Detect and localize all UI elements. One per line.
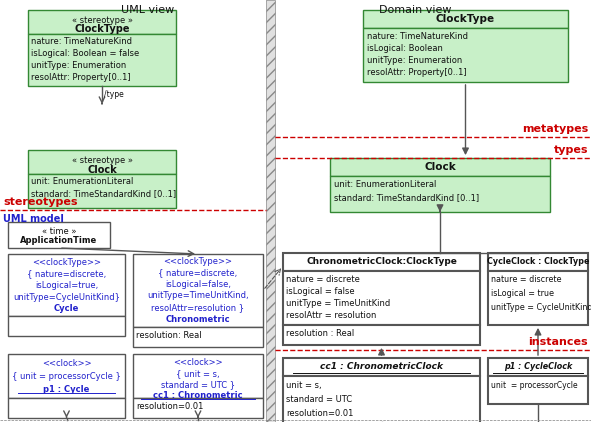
Text: resolution=0.01: resolution=0.01 (136, 402, 203, 411)
Bar (28, 10, 176, 34)
Bar (363, 28, 568, 82)
Bar (133, 327, 263, 347)
Text: standard: TimeStandardKind [0..1]: standard: TimeStandardKind [0..1] (334, 193, 479, 202)
Text: unit = s,: unit = s, (286, 381, 322, 390)
Text: ChronometricClock:ClockType: ChronometricClock:ClockType (306, 257, 457, 266)
Text: CycleClock : ClockType: CycleClock : ClockType (487, 257, 589, 266)
Text: unit: EnumerationLiteral: unit: EnumerationLiteral (334, 180, 436, 189)
Text: « stereotype »: « stereotype » (72, 156, 132, 165)
Bar (283, 271, 480, 325)
Text: isLogical=true,: isLogical=true, (35, 281, 98, 290)
Text: isLogical = true: isLogical = true (491, 289, 554, 298)
Bar (133, 398, 263, 418)
Text: standard = UTC }: standard = UTC } (161, 380, 235, 389)
Text: isLogical=false,: isLogical=false, (165, 280, 231, 289)
Bar (28, 150, 176, 174)
Text: isLogical = false: isLogical = false (286, 287, 355, 296)
Bar (283, 358, 480, 376)
Text: unitType=TimeUnitKind,: unitType=TimeUnitKind, (147, 292, 249, 300)
Text: unitType = TimeUnitKind: unitType = TimeUnitKind (286, 299, 390, 308)
Text: unitType: Enumeration: unitType: Enumeration (367, 56, 462, 65)
Bar (8, 354, 125, 398)
Bar (488, 358, 588, 376)
Text: p1 : CycleClock: p1 : CycleClock (504, 362, 572, 371)
Text: { unit = s,: { unit = s, (176, 369, 220, 378)
Text: UML view: UML view (121, 5, 174, 15)
Text: isLogical: Boolean = false: isLogical: Boolean = false (31, 49, 139, 58)
Bar (8, 316, 125, 336)
Bar (28, 174, 176, 208)
Text: nature: TimeNatureKind: nature: TimeNatureKind (31, 37, 132, 46)
Text: <<clock>>: <<clock>> (173, 358, 223, 367)
Text: « stereotype »: « stereotype » (72, 16, 132, 25)
Bar (330, 176, 550, 212)
Bar (8, 254, 125, 316)
Text: ApplicationTime: ApplicationTime (20, 236, 98, 245)
Text: UML model: UML model (3, 214, 64, 224)
Text: standard: TimeStandardKind [0..1]: standard: TimeStandardKind [0..1] (31, 189, 176, 198)
Bar (8, 222, 110, 248)
Bar (488, 376, 588, 404)
Text: resolution=0.01: resolution=0.01 (286, 409, 353, 418)
Text: Domain view: Domain view (379, 5, 452, 15)
Text: resolution : Real: resolution : Real (286, 329, 354, 338)
Bar (266, 0, 275, 422)
Text: standard = UTC: standard = UTC (286, 395, 352, 404)
Bar (8, 398, 125, 418)
Text: ClockType: ClockType (74, 24, 130, 34)
Text: stereotypes: stereotypes (3, 197, 77, 207)
Text: resolAttr=resolution }: resolAttr=resolution } (151, 303, 245, 312)
Text: nature: TimeNatureKind: nature: TimeNatureKind (367, 32, 468, 41)
Text: unitType=CycleUnitKind}: unitType=CycleUnitKind} (13, 292, 120, 301)
Text: resolution: Real: resolution: Real (136, 331, 202, 340)
Text: ClockType: ClockType (436, 14, 495, 24)
Text: Clock: Clock (424, 162, 456, 172)
Bar (488, 253, 588, 271)
Text: cc1 : ChronometricClock: cc1 : ChronometricClock (320, 362, 443, 371)
Text: <<clockType>>: <<clockType>> (32, 258, 101, 267)
Bar (283, 376, 480, 422)
Bar (283, 325, 480, 345)
Text: resolAttr: Property[0..1]: resolAttr: Property[0..1] (31, 73, 131, 82)
Text: <<clockType>>: <<clockType>> (164, 257, 232, 266)
Text: /type: /type (104, 90, 124, 99)
Bar (363, 10, 568, 28)
Text: types: types (554, 145, 588, 155)
Text: metatypes: metatypes (522, 124, 588, 134)
Bar (133, 254, 263, 327)
Text: { nature=discrete,: { nature=discrete, (158, 268, 238, 278)
Text: cc1 : Chronometric: cc1 : Chronometric (153, 391, 243, 400)
Text: { nature=discrete,: { nature=discrete, (27, 270, 106, 279)
Text: nature = discrete: nature = discrete (286, 275, 360, 284)
Bar (133, 354, 263, 398)
Text: unit  = processorCycle: unit = processorCycle (491, 381, 577, 390)
Text: resolAttr = resolution: resolAttr = resolution (286, 311, 376, 320)
Text: Clock: Clock (87, 165, 117, 175)
Text: { unit = processorCycle }: { unit = processorCycle } (12, 372, 121, 381)
Text: p1 : Cycle: p1 : Cycle (43, 385, 90, 394)
Bar (488, 271, 588, 325)
Text: Chronometric: Chronometric (165, 314, 230, 324)
Text: « time »: « time » (42, 227, 76, 236)
Text: instances: instances (528, 337, 588, 347)
Text: isLogical: Boolean: isLogical: Boolean (367, 44, 443, 53)
Text: Cycle: Cycle (54, 304, 79, 313)
Bar (28, 34, 176, 86)
Text: unitType = CycleUnitKind: unitType = CycleUnitKind (491, 303, 591, 312)
Text: unit: EnumerationLiteral: unit: EnumerationLiteral (31, 177, 134, 186)
Text: resolAttr: Property[0..1]: resolAttr: Property[0..1] (367, 68, 467, 77)
Text: <<clock>>: <<clock>> (42, 359, 92, 368)
Bar (283, 253, 480, 271)
Bar (330, 158, 550, 176)
Text: nature = discrete: nature = discrete (491, 275, 561, 284)
Text: unitType: Enumeration: unitType: Enumeration (31, 61, 126, 70)
